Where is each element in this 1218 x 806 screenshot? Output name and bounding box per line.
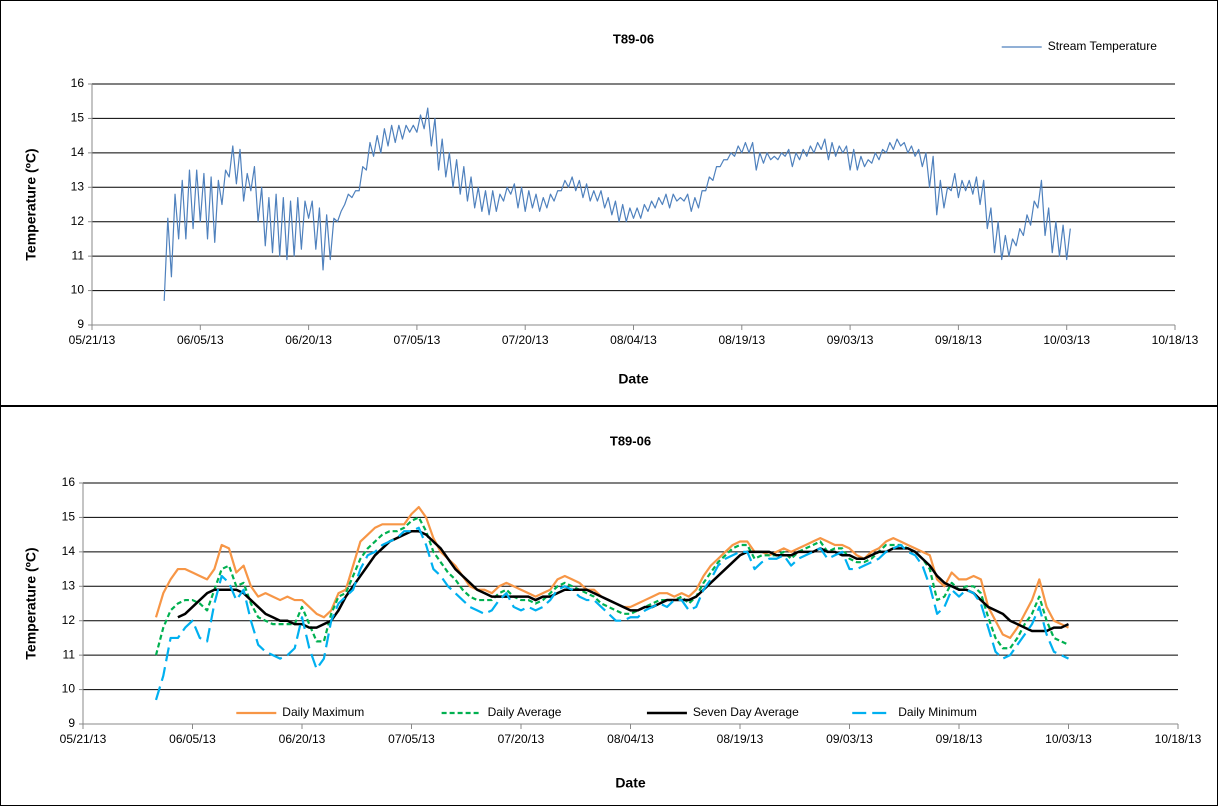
x-tick-label: 06/20/13 <box>285 333 332 347</box>
x-tick-label: 08/04/13 <box>607 732 654 746</box>
y-tick-label: 10 <box>62 682 76 696</box>
x-tick-label: 06/05/13 <box>177 333 224 347</box>
y-axis-title: Temperature (ºC) <box>23 148 39 260</box>
series-line <box>163 107 1071 301</box>
legend-label: Seven Day Average <box>693 705 799 719</box>
y-tick-label: 15 <box>71 111 85 125</box>
x-tick-label: 07/05/13 <box>394 333 441 347</box>
x-tick-label: 10/18/13 <box>1155 732 1202 746</box>
chart-title: T89-06 <box>610 433 651 448</box>
x-tick-label: 10/18/13 <box>1152 333 1199 347</box>
y-tick-label: 14 <box>71 145 85 159</box>
x-tick-label: 06/20/13 <box>279 732 326 746</box>
x-tick-label: 05/21/13 <box>60 732 107 746</box>
x-tick-label: 05/21/13 <box>69 333 116 347</box>
x-tick-label: 08/04/13 <box>610 333 657 347</box>
y-tick-label: 11 <box>63 647 76 661</box>
x-tick-label: 08/19/13 <box>717 732 764 746</box>
x-tick-label: 08/19/13 <box>718 333 765 347</box>
y-tick-label: 13 <box>62 578 76 592</box>
y-axis-title: Temperature (ºC) <box>23 547 39 659</box>
legend-label: Stream Temperature <box>1048 39 1157 53</box>
series-line <box>177 529 1070 633</box>
series-line <box>154 526 1069 701</box>
y-tick-label: 12 <box>71 214 85 228</box>
x-tick-label: 09/18/13 <box>935 333 982 347</box>
x-tick-label: 06/05/13 <box>169 732 216 746</box>
y-tick-label: 10 <box>71 283 85 297</box>
y-tick-label: 13 <box>71 179 85 193</box>
x-axis-title: Date <box>615 775 646 791</box>
x-tick-label: 10/03/13 <box>1045 732 1092 746</box>
x-tick-label: 07/20/13 <box>498 732 545 746</box>
y-tick-label: 9 <box>77 317 84 331</box>
x-tick-label: 09/18/13 <box>936 732 983 746</box>
y-tick-label: 9 <box>68 716 75 730</box>
y-tick-label: 14 <box>62 544 76 558</box>
x-axis-title: Date <box>618 371 649 387</box>
legend-label: Daily Maximum <box>282 705 364 719</box>
x-tick-label: 09/03/13 <box>826 732 873 746</box>
chart-title: T89-06 <box>613 31 654 46</box>
x-tick-label: 10/03/13 <box>1043 333 1090 347</box>
y-tick-label: 11 <box>72 248 85 262</box>
y-tick-label: 12 <box>62 613 76 627</box>
x-tick-label: 07/05/13 <box>388 732 435 746</box>
legend-label: Daily Minimum <box>898 705 977 719</box>
y-tick-label: 16 <box>62 475 76 489</box>
x-tick-label: 09/03/13 <box>827 333 874 347</box>
legend-label: Daily Average <box>488 705 562 719</box>
y-tick-label: 16 <box>71 76 85 90</box>
x-tick-label: 07/20/13 <box>502 333 549 347</box>
y-tick-label: 15 <box>62 510 76 524</box>
